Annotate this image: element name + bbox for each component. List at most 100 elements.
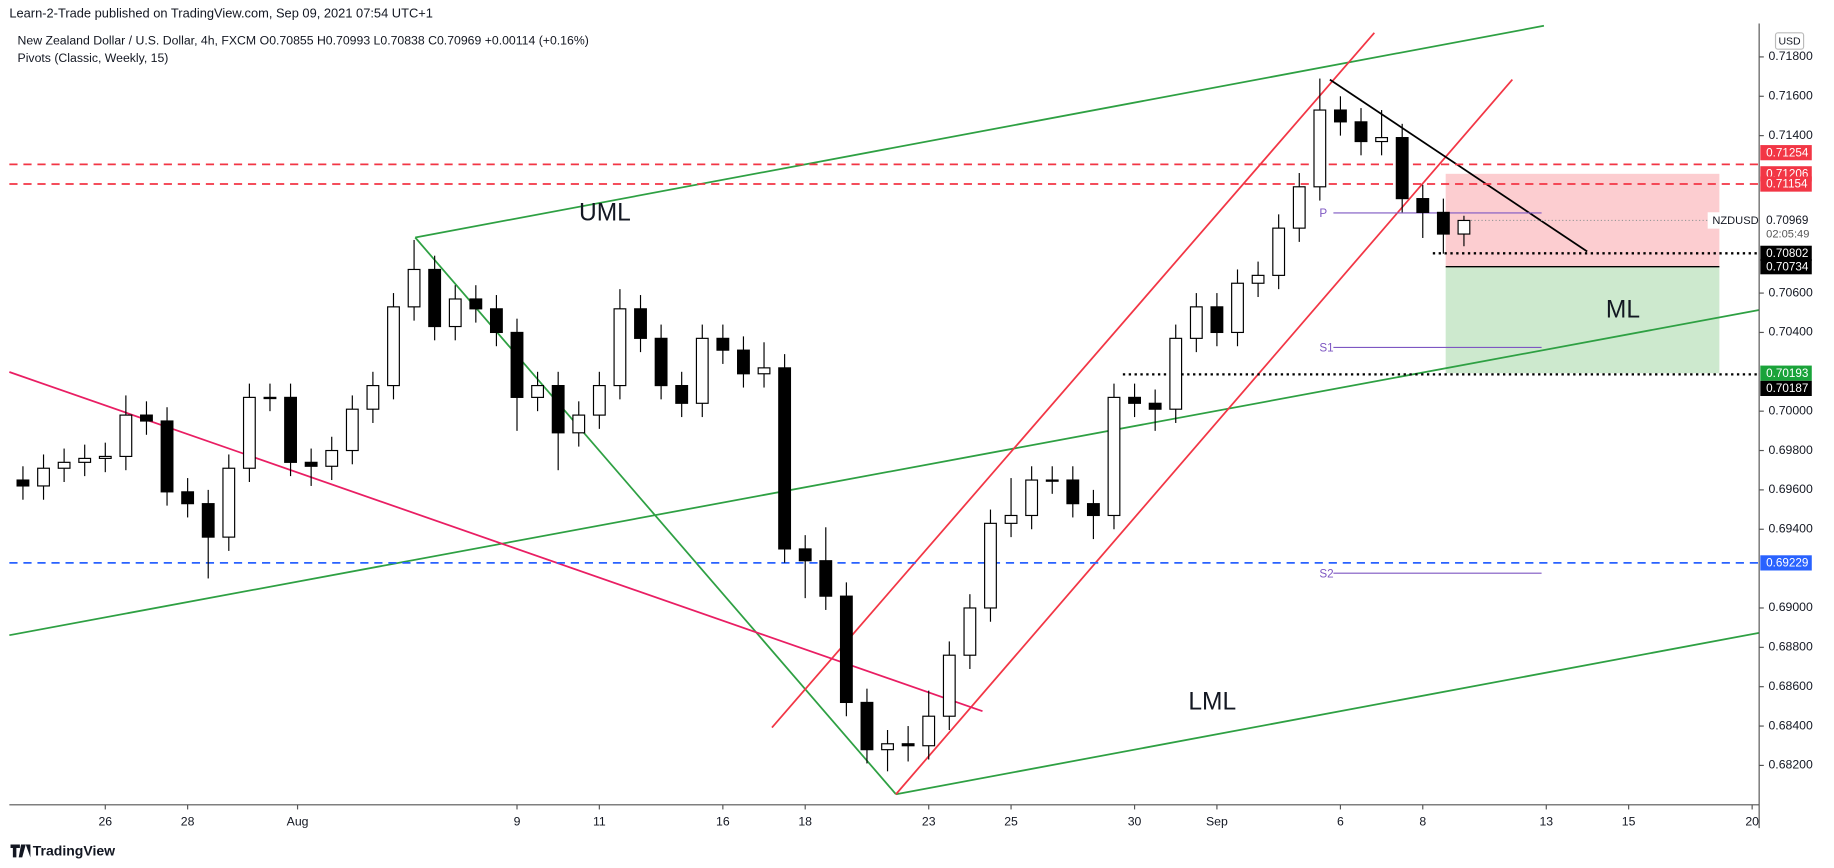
brand: TradingView [33, 842, 115, 858]
pivot-s1-label: S1 [1319, 342, 1333, 355]
lml-line [895, 631, 1760, 796]
candle-body [1272, 227, 1286, 276]
y-tick-label: 0.68600 [1769, 679, 1814, 693]
last-name-bg [1707, 212, 1757, 229]
candle-body [881, 743, 894, 751]
candle-body [489, 308, 503, 334]
ohlc: O0.70855 H0.70993 L0.70838 C0.70969 +0.0… [260, 33, 589, 47]
price-label: 0.69229 [1766, 557, 1808, 570]
candle-body [160, 420, 174, 493]
target-zone [1445, 266, 1720, 374]
candle-body [407, 268, 421, 308]
price-label: 0.70734 [1766, 260, 1809, 273]
y-tick-label: 0.70600 [1769, 285, 1814, 299]
candle-body [387, 306, 400, 387]
channel-upper [771, 32, 1375, 729]
x-tick-label: 30 [1128, 815, 1142, 829]
candle-body [98, 455, 112, 459]
x-tick-label: 23 [922, 815, 936, 829]
last-price-bg [1760, 212, 1812, 241]
tv-logo [10, 844, 31, 858]
position-box [1445, 173, 1720, 374]
candle-body [675, 384, 689, 404]
candle-body [572, 414, 586, 434]
price-label: 0.70193 [1766, 367, 1808, 380]
candle-body [654, 337, 668, 387]
x-tick-label: 11 [593, 815, 606, 829]
price-label-bg [1760, 259, 1812, 275]
axis-labels: 0.71800 0.71600 0.71400 0.70600 0.70400 0.700… [98, 49, 1813, 828]
ml-label: ML [1606, 297, 1640, 324]
currency-box [1774, 32, 1805, 50]
downtrend-line [9, 371, 983, 713]
uml-label: UML [579, 200, 631, 227]
y-tick-label: 0.71400 [1769, 128, 1814, 142]
candle-body [1231, 282, 1244, 334]
x-tick-label: 18 [798, 815, 812, 829]
x-tick-label: 28 [181, 815, 195, 829]
candle-body [1313, 109, 1327, 188]
candle-body [1169, 337, 1183, 410]
y-tick-label: 0.68200 [1769, 758, 1814, 772]
candle-body [37, 467, 50, 487]
y-tick-label: 0.69800 [1769, 443, 1814, 457]
candle-body [1025, 479, 1039, 517]
price-label-bg [1760, 245, 1812, 261]
candle-body [448, 298, 462, 328]
x-tick-label: Sep [1206, 815, 1228, 829]
candle-body [57, 461, 71, 469]
candle-body [428, 268, 442, 328]
candle-body [901, 743, 915, 747]
candle-body [1128, 396, 1142, 404]
candles [16, 78, 1471, 772]
uml-line [415, 24, 1545, 239]
candle-body [551, 384, 565, 434]
candle-body [469, 298, 483, 310]
candle-body [366, 384, 380, 410]
channel-lower [895, 79, 1514, 795]
candle-body [737, 349, 750, 375]
countdown: 02:05:49 [1766, 228, 1809, 240]
x-tick-label: 8 [1419, 815, 1426, 829]
candle-body [1354, 121, 1368, 143]
y-tick-label: 0.68800 [1769, 640, 1814, 654]
candle-body [284, 396, 297, 463]
x-tick-label: 15 [1622, 815, 1636, 829]
ml-line [9, 309, 1760, 637]
currency: USD [1778, 35, 1801, 47]
candle-body [942, 654, 956, 717]
y-tick-label: 0.71800 [1769, 49, 1814, 63]
price-label: 0.70802 [1766, 247, 1808, 260]
candle-body [1436, 211, 1450, 235]
candle-body [222, 467, 236, 538]
candle-body [716, 337, 730, 351]
x-tick-label: 6 [1337, 815, 1344, 829]
candle-body [778, 367, 792, 550]
y-tick-label: 0.69000 [1769, 600, 1814, 614]
candle-body [1292, 186, 1306, 229]
candle-body [140, 414, 153, 422]
candle-body [1148, 402, 1162, 410]
last-name: NZDUSD [1712, 215, 1758, 227]
candle-body [1004, 514, 1018, 524]
y-tick-label: 0.69600 [1769, 482, 1814, 496]
price-label: 0.70187 [1766, 382, 1808, 395]
price-label: 0.71154 [1766, 178, 1808, 191]
candle-body [119, 414, 133, 458]
candle-body [242, 396, 256, 469]
candle-body [263, 396, 277, 400]
candle-body [181, 491, 195, 505]
x-tick-label: 20 [1745, 815, 1759, 829]
price-label-bg [1760, 145, 1812, 161]
candle-body [819, 560, 833, 597]
candle-body [922, 715, 936, 747]
x-tick-label: 25 [1004, 815, 1018, 829]
candle-body [1189, 306, 1203, 339]
lml-label: LML [1188, 689, 1236, 716]
candle-body [325, 449, 339, 467]
candle-body [16, 479, 30, 487]
candle-body [1107, 396, 1121, 517]
resistance-line [1329, 78, 1588, 253]
candle-body [592, 384, 606, 416]
